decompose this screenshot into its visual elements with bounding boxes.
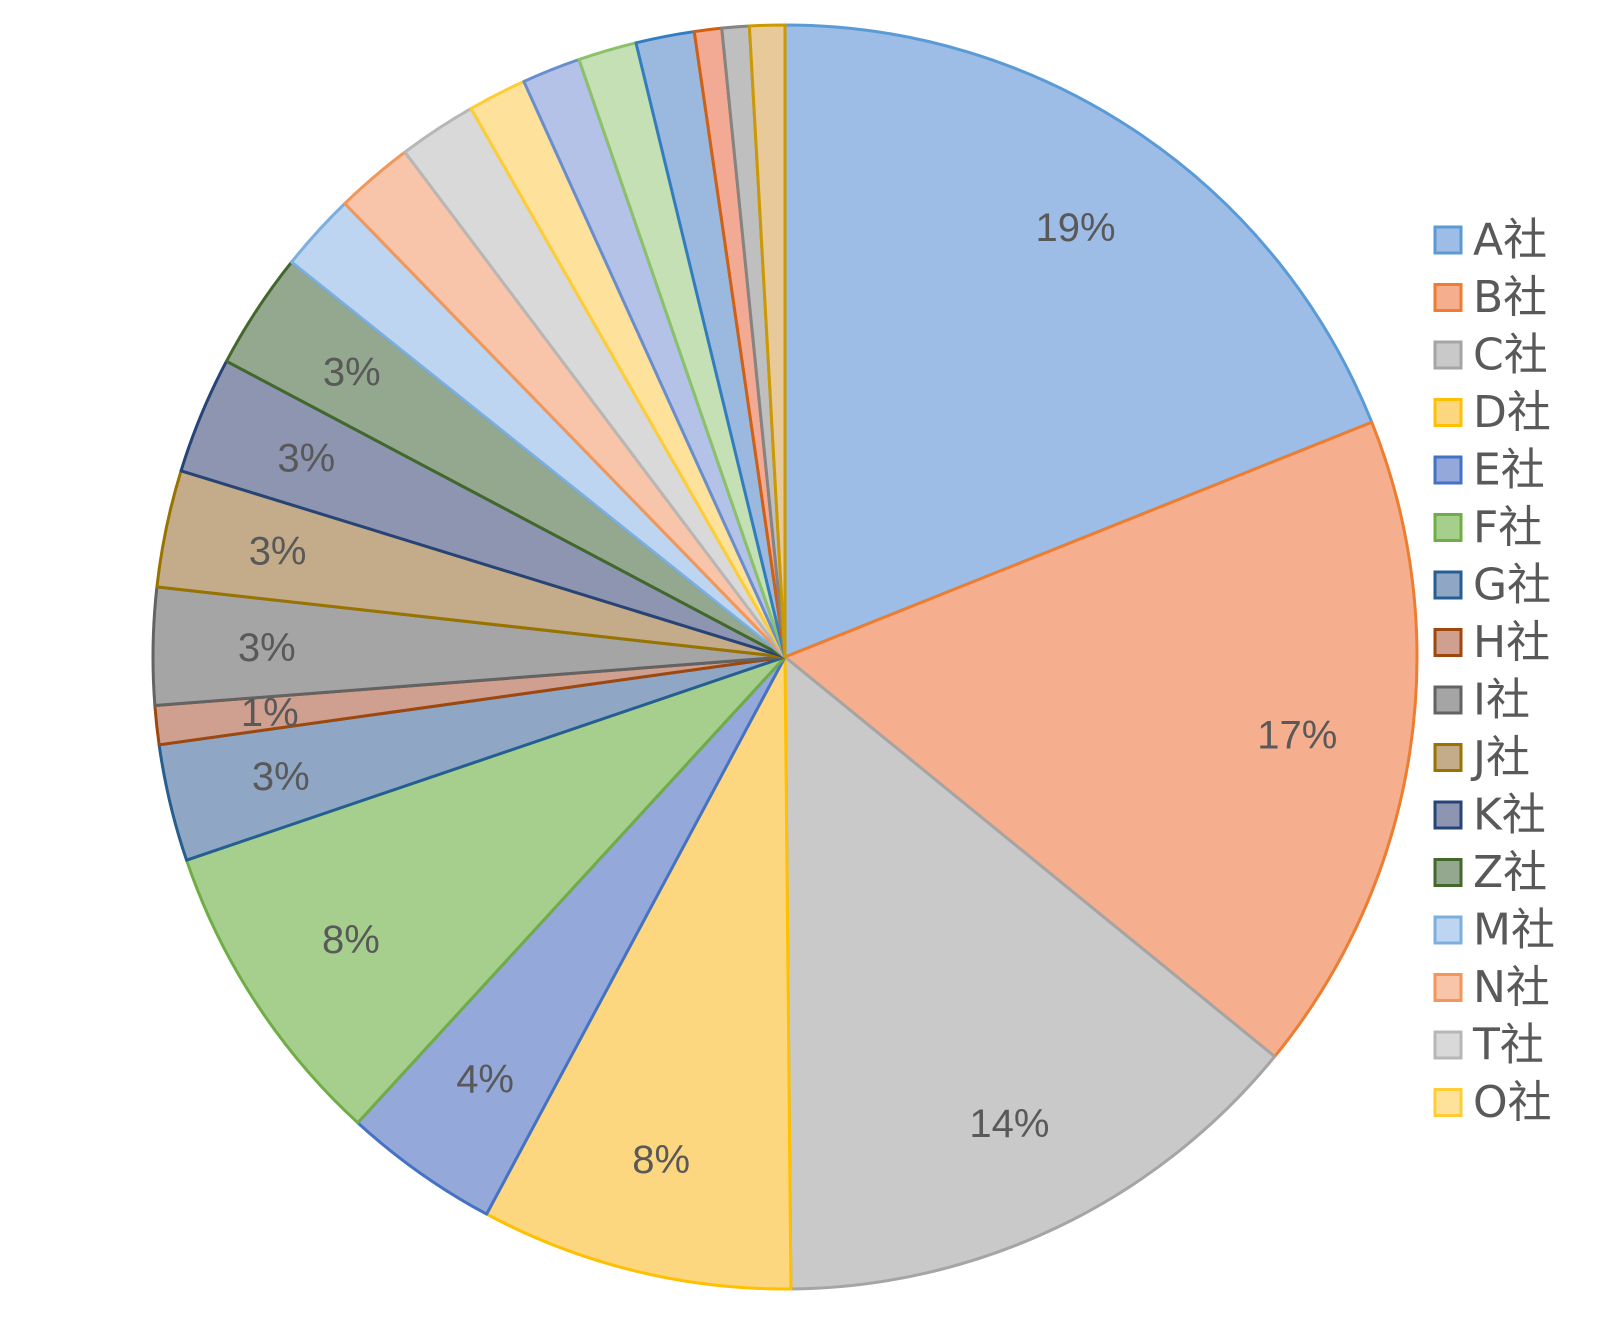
legend-item-C社: C社 — [1433, 330, 1548, 381]
legend-label-C社: C社 — [1473, 330, 1548, 381]
legend-item-D社: D社 — [1433, 387, 1551, 438]
legend-label-G社: G社 — [1473, 560, 1551, 611]
data-label-K社: 3% — [277, 437, 335, 481]
legend-label-M社: M社 — [1473, 905, 1555, 956]
legend-item-F社: F社 — [1433, 502, 1542, 553]
legend: A社 B社 C社 D社 E社 F社 G社 H社 I社 J社 K社 Z社 M社 N社 T社 O社 — [1433, 215, 1555, 1128]
legend-label-Z社: Z社 — [1473, 847, 1547, 898]
data-label-A社: 19% — [1035, 206, 1115, 250]
legend-label-D社: D社 — [1473, 387, 1551, 438]
legend-swatch-I社 — [1433, 685, 1463, 715]
data-label-B社: 17% — [1257, 713, 1337, 757]
legend-swatch-G社 — [1433, 570, 1463, 600]
data-label-G社: 3% — [252, 755, 310, 799]
legend-label-J社: J社 — [1470, 732, 1530, 783]
legend-swatch-T社 — [1433, 1030, 1463, 1060]
legend-label-K社: K社 — [1473, 790, 1546, 841]
legend-label-O社: O社 — [1473, 1077, 1552, 1128]
legend-item-H社: H社 — [1433, 617, 1550, 668]
legend-label-T社: T社 — [1472, 1020, 1544, 1071]
data-label-F社: 8% — [322, 918, 380, 962]
legend-swatch-N社 — [1433, 973, 1463, 1002]
pie-slice-A社 — [783, 23, 1374, 659]
legend-swatch-J社 — [1433, 743, 1463, 772]
legend-label-N社: N社 — [1473, 962, 1550, 1013]
legend-label-B社: B社 — [1473, 272, 1547, 323]
legend-swatch-B社 — [1433, 283, 1463, 312]
data-label-H社: 1% — [241, 691, 299, 735]
legend-item-A社: A社 — [1433, 215, 1547, 266]
legend-swatch-H社 — [1433, 628, 1463, 657]
legend-item-M社: M社 — [1433, 905, 1555, 956]
data-label-E社: 4% — [456, 1058, 514, 1102]
data-label-J社: 3% — [249, 529, 307, 573]
pie-slice-C社 — [783, 655, 1277, 1291]
pie-data-labels: 19% 17% 14% 8% 4% 8% 3% 1% 3% 3% 3% 3% — [238, 206, 1337, 1182]
legend-item-O社: O社 — [1433, 1077, 1552, 1128]
data-label-I社: 3% — [238, 626, 296, 670]
legend-swatch-M社 — [1433, 915, 1463, 945]
legend-item-J社: J社 — [1433, 732, 1530, 783]
legend-swatch-K社 — [1433, 800, 1463, 830]
legend-label-E社: E社 — [1473, 445, 1545, 496]
legend-item-Z社: Z社 — [1433, 847, 1547, 898]
pie-slice-D社 — [485, 655, 793, 1291]
legend-label-F社: F社 — [1473, 502, 1542, 553]
legend-swatch-O社 — [1433, 1088, 1463, 1117]
legend-label-H社: H社 — [1473, 617, 1550, 668]
legend-item-T社: T社 — [1433, 1020, 1544, 1071]
legend-label-A社: A社 — [1473, 215, 1547, 266]
legend-item-E社: E社 — [1433, 445, 1545, 496]
legend-item-K社: K社 — [1433, 790, 1546, 841]
legend-swatch-D社 — [1433, 398, 1463, 427]
pie-slice-F社 — [185, 655, 787, 1125]
legend-swatch-F社 — [1433, 513, 1463, 542]
legend-swatch-Z社 — [1433, 858, 1463, 887]
legend-item-B社: B社 — [1433, 272, 1547, 323]
pie-slice-B社 — [783, 420, 1419, 1059]
legend-item-G社: G社 — [1433, 560, 1551, 611]
legend-swatch-E社 — [1433, 455, 1463, 485]
data-label-Z社: 3% — [323, 351, 381, 395]
legend-item-I社: I社 — [1433, 675, 1530, 726]
legend-swatch-C社 — [1433, 340, 1463, 370]
data-label-D社: 8% — [632, 1138, 690, 1182]
pie-slices — [151, 23, 1419, 1291]
legend-swatch-A社 — [1433, 225, 1463, 255]
legend-item-N社: N社 — [1433, 962, 1550, 1013]
legend-label-I社: I社 — [1473, 675, 1530, 726]
pie-slice-21 — [747, 23, 787, 659]
data-label-C社: 14% — [969, 1102, 1049, 1146]
